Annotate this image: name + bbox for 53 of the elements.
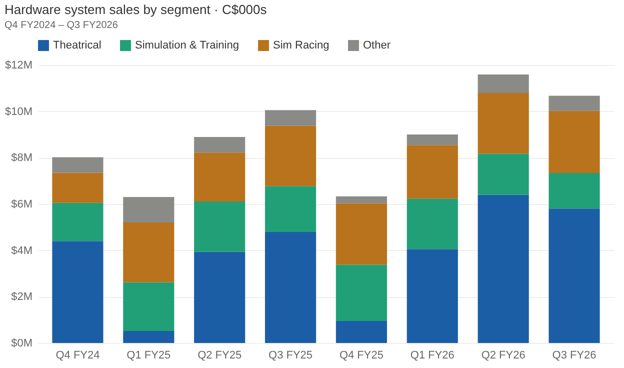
bar: [194, 252, 246, 343]
bar: [264, 126, 316, 186]
y-tick-label: $8M: [11, 152, 32, 164]
bar: [123, 222, 174, 282]
legend-label: Sim Racing: [273, 40, 330, 52]
bar: [336, 264, 388, 321]
x-tick-label: Q1 FY25: [126, 350, 171, 362]
bar: [52, 202, 104, 242]
bar: [123, 197, 174, 223]
legend-label: Other: [363, 40, 391, 52]
bar: [406, 249, 458, 343]
x-tick-label: Q3 FY25: [268, 350, 313, 362]
y-tick-label: $6M: [11, 198, 32, 210]
bar: [478, 93, 529, 154]
bar: [406, 134, 458, 146]
bar: [548, 96, 600, 111]
bar: [478, 194, 529, 343]
bar: [264, 110, 316, 126]
y-tick-label: $4M: [11, 244, 32, 257]
bar: [336, 196, 388, 204]
y-tick-label: $12M: [4, 60, 32, 72]
x-tick-label: Q3 FY26: [552, 350, 596, 362]
x-tick-label: Q1 FY26: [410, 350, 454, 362]
bar: [52, 172, 104, 203]
chart-subtitle: Q4 FY2024 – Q3 FY2026: [4, 20, 118, 31]
bar: [123, 282, 174, 331]
bar: [264, 232, 316, 343]
bar: [478, 154, 529, 195]
bar: [548, 110, 600, 173]
bar: [336, 203, 388, 265]
chart-title: Hardware system sales by segment · C$000s: [4, 2, 268, 17]
bar: [548, 208, 600, 343]
x-tick-label: Q4 FY24: [56, 350, 100, 362]
bar: [52, 241, 104, 343]
bar: [406, 145, 458, 199]
legend-label: Simulation & Training: [135, 40, 239, 52]
legend-label: Theatrical: [53, 40, 102, 52]
bar: [194, 201, 246, 252]
y-tick-label: $10M: [4, 106, 32, 118]
bar: [336, 320, 388, 343]
bar: [194, 152, 246, 202]
x-tick-label: Q4 FY25: [339, 350, 384, 362]
bar: [548, 172, 600, 209]
bar: [194, 137, 246, 153]
y-tick-label: $0M: [11, 338, 32, 350]
bar: [406, 198, 458, 250]
x-tick-label: Q2 FY26: [481, 350, 526, 362]
bar: [52, 157, 104, 173]
y-tick-label: $2M: [11, 291, 32, 304]
bar: [264, 186, 316, 232]
x-tick-label: Q2 FY25: [198, 350, 242, 362]
bar: [478, 74, 529, 94]
bar: [123, 330, 174, 343]
